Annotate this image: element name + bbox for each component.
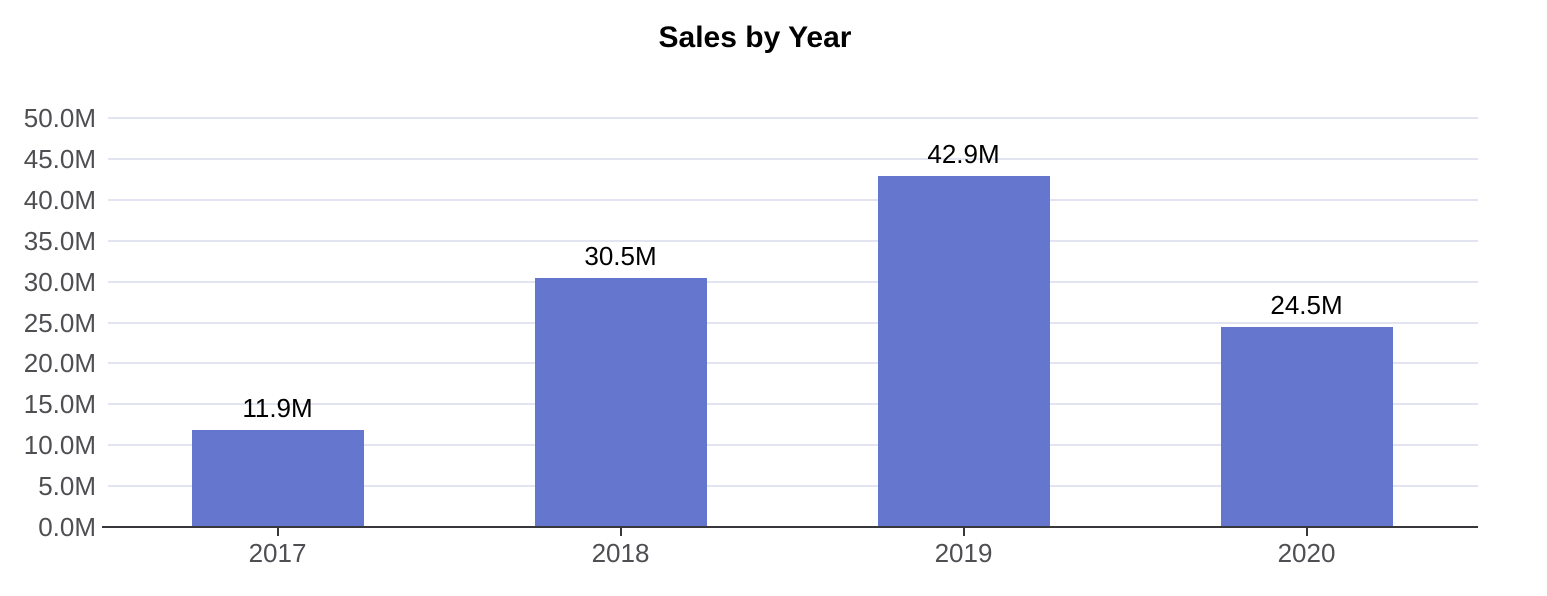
y-axis-tick-label: 35.0M xyxy=(23,225,96,256)
y-axis-tick-label: 15.0M xyxy=(23,389,96,420)
y-axis-tick-label: 45.0M xyxy=(23,143,96,174)
x-axis-label-2018: 2018 xyxy=(591,538,650,568)
gridline-30.0M xyxy=(108,280,1478,283)
y-axis-tick-label: 5.0M xyxy=(38,471,96,502)
chart-title: Sales by Year xyxy=(658,21,852,54)
y-axis-tick-label: 20.0M xyxy=(23,348,96,379)
bar-2018[interactable] xyxy=(534,277,707,527)
bar-2017[interactable] xyxy=(191,429,364,527)
gridline-20.0M xyxy=(108,362,1478,365)
x-axis-tick xyxy=(276,528,279,536)
x-axis-tick xyxy=(962,528,965,536)
bar-value-label-2017: 11.9M xyxy=(242,392,313,423)
bar-2020[interactable] xyxy=(1220,326,1393,527)
gridline-15.0M xyxy=(108,403,1478,406)
bar-value-label-2018: 30.5M xyxy=(584,240,657,271)
gridline-45.0M xyxy=(108,157,1478,160)
bar-value-label-2020: 24.5M xyxy=(1270,289,1343,320)
gridline-35.0M xyxy=(108,239,1478,242)
x-axis-label-2019: 2019 xyxy=(934,538,993,568)
bar-value-label-2019: 42.9M xyxy=(927,139,1000,170)
plot-area: 0.0M 5.0M 10.0M 15.0M 20.0M 25.0M 30.0M 35.0M 40… xyxy=(24,105,1478,566)
x-axis-tick xyxy=(1305,528,1308,536)
gridline-25.0M xyxy=(108,321,1478,324)
y-axis-tick-label: 50.0M xyxy=(23,103,96,133)
y-axis-tick-label: 40.0M xyxy=(23,184,96,215)
gridline-10.0M xyxy=(108,444,1478,447)
y-axis-tick-label: 10.0M xyxy=(23,430,96,461)
gridline-50.0M xyxy=(108,117,1478,119)
x-axis-tick xyxy=(619,528,622,536)
x-axis-line xyxy=(102,526,1478,528)
gridline-5.0M xyxy=(108,485,1478,488)
gridline-40.0M xyxy=(108,198,1478,201)
y-axis-tick-label: 0.0M xyxy=(38,512,96,542)
x-axis-label-2017: 2017 xyxy=(248,538,307,568)
y-axis-tick-label: 30.0M xyxy=(23,266,96,297)
bar-2019[interactable] xyxy=(877,176,1050,527)
x-axis-label-2020: 2020 xyxy=(1277,538,1336,568)
y-axis-tick-label: 25.0M xyxy=(23,307,96,338)
